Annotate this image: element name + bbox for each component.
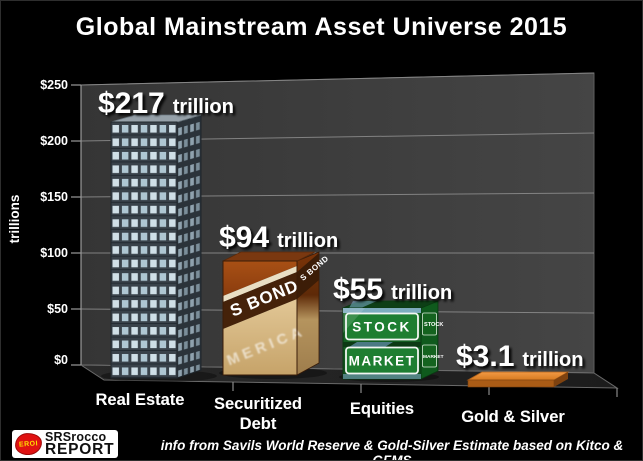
- real-estate-skyscraper-graphic: [110, 114, 202, 379]
- value-label-gold-silver: $3.1 trillion: [456, 340, 584, 373]
- chart-title: Global Mainstream Asset Universe 2015: [75, 13, 568, 41]
- x-axis-category-ticks: [232, 382, 618, 397]
- building-front-face: [110, 121, 178, 379]
- y-tick-label: $100: [40, 246, 68, 260]
- stock-front-sky-strip-top: [343, 308, 421, 313]
- stock-sign-bottom: [345, 346, 419, 375]
- y-axis-ticks: [71, 84, 81, 366]
- stock-side-text-bottom: MARKET: [423, 354, 444, 360]
- stock-sign-top: [345, 312, 419, 341]
- value-label-equities: $55 trillion: [333, 273, 452, 306]
- stock-top-streak: [349, 301, 377, 308]
- equities-stock-market-cube-graphic: STOCK MARKET STOCK MARKET: [342, 300, 444, 380]
- gold-front-face: [467, 379, 555, 388]
- value-amount: $94: [219, 221, 269, 254]
- stock-side-sign-top: [422, 312, 437, 336]
- y-tick-label: $50: [47, 302, 68, 316]
- y-tick-label: $250: [40, 78, 68, 92]
- stock-sign-bottom-text: MARKET: [349, 354, 416, 369]
- value-unit: trillion: [522, 349, 583, 371]
- y-tick-label: $0: [54, 353, 68, 367]
- bond-side-band: [297, 253, 319, 299]
- category-label-equities: Equities: [350, 400, 414, 418]
- gold-top-face: [466, 371, 570, 381]
- category-label-gold-silver: Gold & Silver: [461, 408, 565, 426]
- category-label-securitized: Securitized: [214, 395, 302, 413]
- value-label-real-estate: $217 trillion: [98, 87, 234, 120]
- y-axis-tick-labels: $250 $200 $150 $100 $50 $0: [40, 78, 68, 367]
- stock-sign-top-text: STOCK: [352, 320, 412, 335]
- bond-front-face: S BOND MERICA: [222, 260, 308, 376]
- logo-name: SRSrocco: [45, 429, 107, 444]
- stock-divider-streak: [349, 342, 393, 347]
- value-unit: trillion: [391, 282, 452, 304]
- y-tick-label: $200: [40, 134, 68, 148]
- stock-side-text-top: STOCK: [424, 322, 443, 328]
- value-unit: trillion: [173, 96, 234, 118]
- building-side-face: [176, 114, 202, 379]
- stock-front-sky-strip-bottom: [343, 374, 421, 379]
- stock-front-face: STOCK MARKET: [342, 307, 422, 380]
- bond-front-brown-area: [223, 261, 297, 296]
- value-label-securitized-debt: $94 trillion: [219, 221, 338, 254]
- logo-report: REPORT: [45, 440, 115, 458]
- stock-gloss: [343, 308, 365, 333]
- eroi-badge-icon: EROI: [14, 432, 43, 456]
- gridline-250: [80, 72, 595, 86]
- eroi-badge-text: EROI: [18, 439, 39, 449]
- srsrocco-report-logo: EROI SRSrocco REPORT: [12, 430, 118, 458]
- bond-bill-edge-stripe: [223, 266, 297, 302]
- bond-front-tan-area: [223, 299, 297, 375]
- securitized-debt-bond-box-graphic: S BOND S BOND MERICA: [222, 251, 330, 376]
- category-label-debt: Debt: [240, 415, 277, 433]
- source-note: info from Savils World Reserve & Gold-Si…: [160, 438, 624, 461]
- value-amount: $217: [98, 87, 165, 120]
- value-amount: $3.1: [456, 340, 514, 373]
- category-label-real-estate: Real Estate: [96, 391, 185, 409]
- y-axis-title: trillions: [7, 195, 22, 244]
- logo-text-block: SRSrocco REPORT: [45, 429, 115, 458]
- stock-side-sign-bottom: [422, 344, 437, 368]
- bond-front-dark-band: [223, 272, 297, 329]
- x-axis-category-labels: Real Estate Securitized Debt Equities Go…: [96, 391, 566, 433]
- y-tick-label: $150: [40, 190, 68, 204]
- value-amount: $55: [333, 273, 383, 306]
- bond-front-outline: [222, 260, 298, 376]
- value-unit: trillion: [277, 230, 338, 252]
- gold-silver-slab-graphic: [466, 371, 570, 388]
- gold-side-face: [554, 372, 568, 387]
